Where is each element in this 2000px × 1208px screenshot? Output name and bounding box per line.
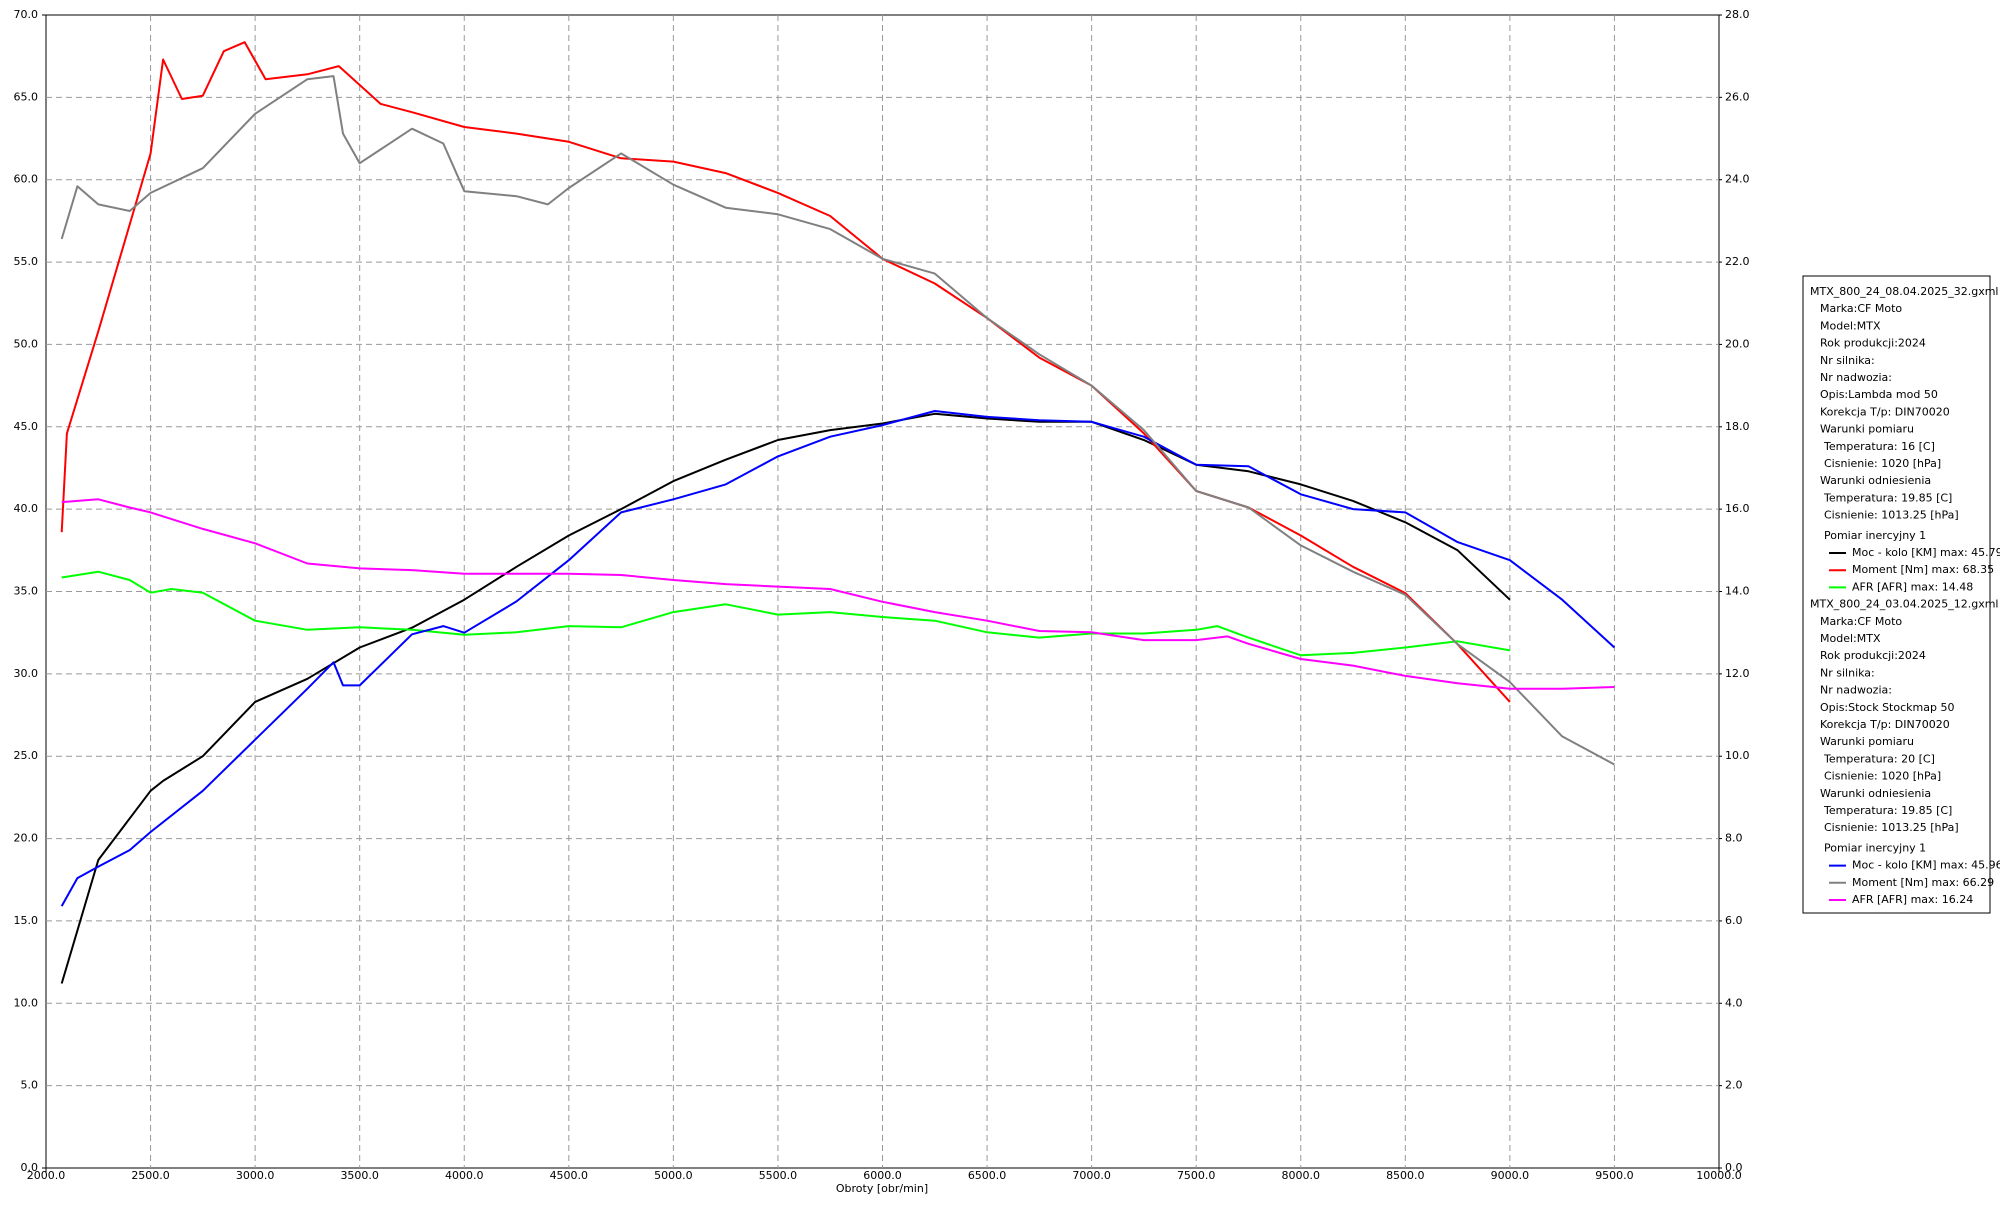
legend-info: Warunki odniesienia [1820,474,1931,487]
y2-tick-label: 6.0 [1725,914,1743,927]
y-tick-label: 20.0 [14,832,39,845]
x-tick-label: 4500.0 [550,1169,589,1182]
legend-info: Marka:CF Moto [1820,302,1902,315]
legend-info: Nr nadwozia: [1820,684,1892,697]
x-tick-label: 7500.0 [1177,1169,1216,1182]
y2-tick-label: 20.0 [1725,337,1750,350]
legend-entry: Moment [Nm] max: 66.29 [1852,876,1994,889]
x-tick-label: 5500.0 [759,1169,798,1182]
y2-tick-label: 12.0 [1725,667,1750,680]
legend-entry: Moment [Nm] max: 68.35 [1852,563,1994,576]
x-tick-label: 3000.0 [236,1169,275,1182]
legend-info: Model:MTX [1820,632,1881,645]
series-line [60,75,1615,766]
legend-entry: AFR [AFR] max: 14.48 [1852,580,1973,593]
y2-tick-label: 4.0 [1725,996,1743,1009]
y-tick-label: 55.0 [14,255,39,268]
legend-info: Rok produkcji:2024 [1820,649,1926,662]
legend-info: Model:MTX [1820,319,1881,332]
y-tick-label: 5.0 [21,1079,39,1092]
x-tick-label: 8000.0 [1282,1169,1321,1182]
x-tick-label: 6000.0 [863,1169,902,1182]
y2-tick-label: 24.0 [1725,173,1750,186]
y2-tick-label: 8.0 [1725,832,1743,845]
y-tick-label: 70.0 [14,8,39,21]
legend-entry: Moc - kolo [KM] max: 45.96 [1852,859,2000,872]
legend-info: Opis:Stock Stockmap 50 [1820,701,1954,714]
legend-info: Cisnienie: 1013.25 [hPa] [1824,509,1959,522]
y2-tick-label: 0.0 [1725,1161,1743,1174]
y-tick-label: 10.0 [14,996,39,1009]
legend-info: Nr silnika: [1820,354,1875,367]
y2-tick-label: 16.0 [1725,502,1750,515]
x-tick-label: 4000.0 [445,1169,484,1182]
legend-info: Warunki pomiaru [1820,423,1914,436]
y2-tick-label: 18.0 [1725,420,1750,433]
legend-info: Temperatura: 20 [C] [1823,752,1935,765]
y-tick-label: 60.0 [14,173,39,186]
legend-info: Korekcja T/p: DIN70020 [1820,718,1950,731]
legend-info: Cisnienie: 1013.25 [hPa] [1824,821,1959,834]
legend-info: Warunki odniesienia [1820,787,1931,800]
y2-tick-label: 26.0 [1725,90,1750,103]
y-tick-label: 25.0 [14,749,39,762]
legend-info: Marka:CF Moto [1820,615,1902,628]
series-line [61,570,1511,657]
x-tick-label: 7000.0 [1072,1169,1111,1182]
legend-file: MTX_800_24_08.04.2025_32.gxml [1810,285,1998,298]
legend-file: MTX_800_24_03.04.2025_12.gxml [1810,598,1998,611]
legend-measurement: Pomiar inercyjny 1 [1824,529,1926,542]
series-line [60,410,1616,907]
y-tick-label: 40.0 [14,502,39,515]
x-tick-label: 2500.0 [131,1169,170,1182]
legend-info: Rok produkcji:2024 [1820,337,1926,350]
legend-info: Cisnienie: 1020 [hPa] [1824,770,1941,783]
y2-tick-label: 22.0 [1725,255,1750,268]
legend-info: Opis:Lambda mod 50 [1820,388,1938,401]
x-tick-label: 5000.0 [654,1169,693,1182]
legend-box [1802,275,1991,914]
y-tick-label: 35.0 [14,585,39,598]
y-tick-label: 65.0 [14,90,39,103]
y-tick-label: 45.0 [14,420,39,433]
x-axis-label: Obroty [obr/min] [836,1182,928,1195]
x-tick-label: 9000.0 [1491,1169,1530,1182]
y-tick-label: 30.0 [14,667,39,680]
x-tick-label: 6500.0 [968,1169,1007,1182]
x-tick-label: 8500.0 [1386,1169,1425,1182]
x-tick-label: 2000.0 [27,1169,66,1182]
legend-info: Nr silnika: [1820,666,1875,679]
legend-info: Temperatura: 19.85 [C] [1823,491,1952,504]
series-line [60,412,1511,984]
x-tick-label: 3500.0 [340,1169,379,1182]
y2-tick-label: 2.0 [1725,1079,1743,1092]
legend-entry: AFR [AFR] max: 16.24 [1852,893,1973,906]
legend-info: Temperatura: 19.85 [C] [1823,804,1952,817]
y-tick-label: 50.0 [14,337,39,350]
y-tick-label: 0.0 [21,1161,39,1174]
y2-tick-label: 10.0 [1725,749,1750,762]
legend-info: Korekcja T/p: DIN70020 [1820,405,1950,418]
legend-entry: Moc - kolo [KM] max: 45.79 [1852,546,2000,559]
legend-info: Cisnienie: 1020 [hPa] [1824,457,1941,470]
legend-info: Temperatura: 16 [C] [1823,440,1935,453]
legend-info: Nr nadwozia: [1820,371,1892,384]
y-tick-label: 15.0 [14,914,39,927]
x-tick-label: 10000.0 [1696,1169,1742,1182]
legend-measurement: Pomiar inercyjny 1 [1824,841,1926,854]
series-line [61,498,1615,690]
y2-tick-label: 28.0 [1725,8,1750,21]
x-tick-label: 9500.0 [1595,1169,1634,1182]
y2-tick-label: 14.0 [1725,585,1750,598]
legend-info: Warunki pomiaru [1820,735,1914,748]
